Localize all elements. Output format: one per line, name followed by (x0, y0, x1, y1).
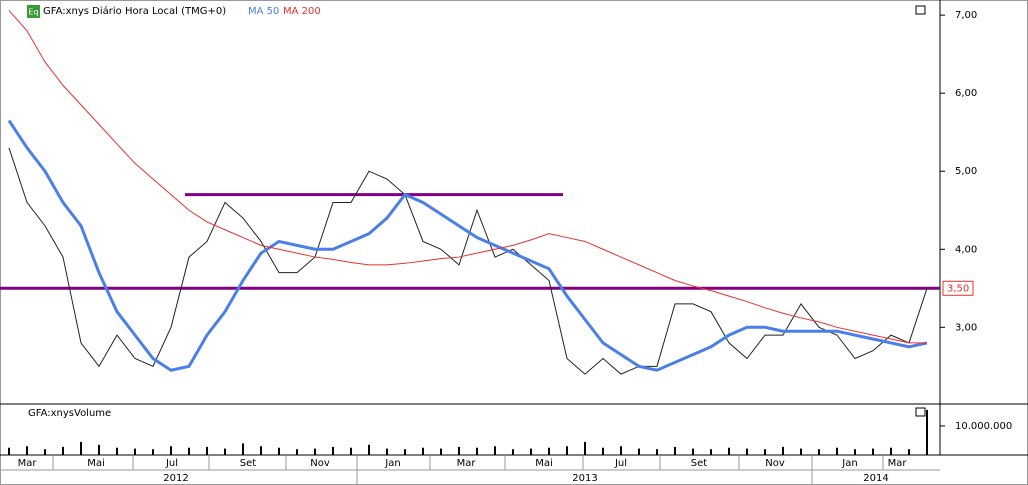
volume-bar (512, 449, 514, 455)
x-tick-label: Jan (384, 458, 400, 469)
x-tick-label: Mar (888, 458, 908, 469)
volume-bar (260, 446, 262, 455)
volume-bar (872, 448, 874, 455)
volume-bar (386, 448, 388, 455)
volume-bar (764, 449, 766, 455)
x-tick-label: Nov (765, 458, 785, 469)
volume-bar (674, 446, 676, 455)
volume-bar (224, 448, 226, 455)
volume-bar (332, 446, 334, 455)
volume-bar (746, 448, 748, 455)
volume-bar (890, 447, 892, 455)
volume-bar (854, 449, 856, 455)
x-tick-label: Jul (165, 458, 178, 469)
volume-bar (548, 447, 550, 455)
chart-title[interactable]: GFA:xnys Diário Hora Local (TMG+0) (43, 5, 226, 17)
y-tick-label: 5,00 (955, 166, 977, 177)
volume-bar (440, 448, 442, 455)
year-label: 2014 (863, 473, 888, 484)
last-price-box (942, 280, 974, 296)
volume-bar (80, 441, 82, 455)
volume-bar (350, 447, 352, 455)
maximize-button[interactable] (915, 407, 926, 417)
series-line (8, 147, 928, 375)
volume-bar (476, 447, 478, 455)
volume-bar (404, 449, 406, 455)
volume-bar (584, 441, 586, 455)
volume-bar (494, 446, 496, 455)
volume-bar (278, 447, 280, 455)
x-tick-label: Mar (18, 458, 38, 469)
y-tick-label: 7,00 (955, 10, 977, 21)
volume-bar (800, 448, 802, 455)
legend-entry: MA 200 (283, 6, 321, 17)
x-tick-label: Jan (841, 458, 857, 469)
x-tick-label: Jul (614, 458, 627, 469)
volume-bar (836, 447, 838, 455)
x-tick-label: Nov (310, 458, 330, 469)
volume-bar (926, 409, 928, 455)
volume-bar (98, 444, 100, 455)
volume-bar (44, 449, 46, 455)
volume-bar (638, 448, 640, 455)
maximize-button[interactable] (915, 5, 926, 15)
x-tick-label: Mai (535, 458, 553, 469)
volume-bar (656, 449, 658, 455)
volume-bar (242, 443, 244, 455)
legend-entry: MA 50 (248, 6, 279, 17)
volume-bar (62, 446, 64, 455)
series-line (8, 10, 927, 344)
volume-bar (116, 447, 118, 455)
volume-bar (26, 446, 28, 455)
volume-bar (170, 446, 172, 455)
volume-bar (458, 446, 460, 455)
y-tick-label: 10.000.000 (955, 421, 1012, 432)
volume-bar (692, 448, 694, 455)
x-tick-label: Set (691, 458, 708, 469)
volume-bar (152, 449, 154, 455)
x-tick-label: Set (240, 458, 257, 469)
x-tick-label: Mai (87, 458, 105, 469)
y-tick-label: 6,00 (955, 88, 977, 99)
icon[interactable] (27, 5, 40, 18)
volume-bar (530, 448, 532, 455)
y-tick-label: 4,00 (955, 244, 977, 255)
volume-title: GFA:xnysVolume (28, 408, 111, 419)
volume-bar (602, 447, 604, 455)
volume-bar (728, 447, 730, 455)
volume-bar (908, 449, 910, 455)
volume-bar (422, 447, 424, 455)
volume-bar (296, 449, 298, 455)
volume-bar (710, 449, 712, 455)
icon-label: Eq (28, 8, 38, 17)
volume-bar (620, 446, 622, 455)
volume-bar (314, 448, 316, 455)
volume-bar (188, 447, 190, 455)
volume-bar (782, 446, 784, 455)
volume-bar (134, 448, 136, 455)
year-label: 2013 (572, 473, 597, 484)
volume-bar (566, 446, 568, 455)
year-label: 2012 (163, 473, 188, 484)
volume-bar (368, 444, 370, 455)
volume-bar (206, 446, 208, 455)
last-price-label: 3,50 (947, 283, 969, 294)
x-tick-label: Mar (457, 458, 477, 469)
volume-bar (8, 447, 10, 455)
volume-bar (818, 449, 820, 455)
y-tick-label: 3,00 (955, 322, 977, 333)
series-line (7, 119, 928, 372)
